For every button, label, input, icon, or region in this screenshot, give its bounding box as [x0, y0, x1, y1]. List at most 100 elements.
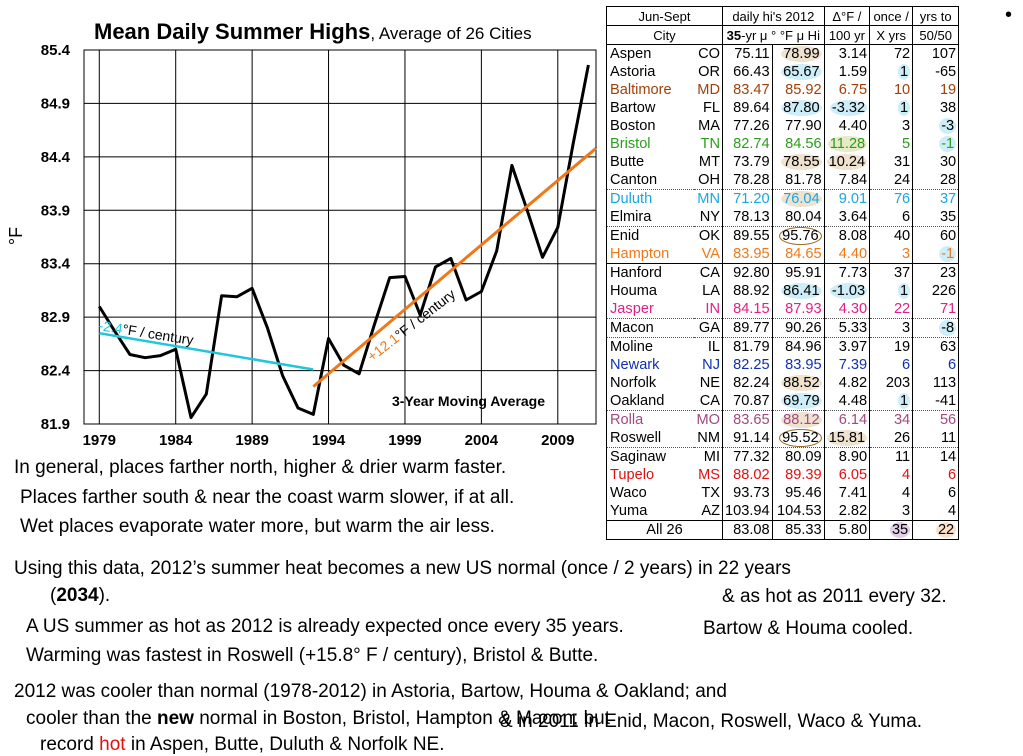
note-cooled: Bartow & Houma cooled.	[703, 618, 914, 639]
x-tick-label: 2004	[465, 432, 499, 449]
city-state-value: NM	[697, 430, 720, 446]
yrs-to-5050-value: 35	[939, 209, 957, 225]
all-delta-value: 5.80	[838, 522, 868, 538]
avg-35yr-value: 81.79	[733, 339, 770, 355]
y-tick-label: 82.9	[41, 309, 70, 326]
header-hi: °F μ Hi	[779, 27, 820, 43]
once-x-yrs-value: 31	[893, 154, 911, 170]
avg-2012: 90.26	[771, 318, 825, 338]
avg-35yr-value: 82.24	[733, 375, 770, 391]
avg-2012: 81.78	[771, 171, 825, 190]
city-name-value: Aspen	[610, 46, 652, 62]
line-chart: Mean Daily Summer Highs, Average of 26 C…	[6, 19, 597, 449]
avg-35yr-value: 92.80	[733, 265, 770, 281]
avg-2012-value: 104.53	[777, 503, 822, 519]
grid-lines	[83, 49, 597, 425]
header-yrs-to: yrs to	[912, 6, 960, 26]
avg-2012-value: 95.46	[785, 485, 822, 501]
delta-century: 6.75	[823, 81, 871, 99]
warm-trend-label: +12.1°F / century	[364, 286, 458, 365]
once-x-yrs-value: 4	[902, 485, 911, 501]
yrs-to-5050: 4	[912, 502, 960, 521]
all-yrs: 22	[912, 520, 960, 540]
note-record-hot-word: hot	[99, 734, 126, 755]
delta-century: 10.24	[823, 153, 871, 171]
avg-2012-value: 90.26	[785, 320, 822, 336]
warm-trend-line	[312, 147, 597, 388]
table-row: Norfolk NE 82.24 88.52 4.82 203 113	[606, 374, 960, 392]
city-table: Jun-Sept daily hi's 2012 Δ°F / once / yr…	[606, 6, 960, 540]
city-state: IL	[694, 337, 723, 356]
avg-35yr-value: 83.95	[733, 246, 770, 262]
delta-century-value: 7.73	[838, 265, 868, 281]
avg-35yr: 89.77	[722, 318, 773, 338]
avg-2012: 95.91	[771, 263, 825, 282]
avg-35yr-value: 91.14	[733, 430, 770, 446]
delta-century: -1.03	[823, 282, 871, 300]
city-name: Rolla	[606, 410, 694, 429]
avg-2012: 86.41	[771, 282, 825, 300]
avg-35yr-value: 88.92	[733, 283, 770, 299]
city-name-value: Oakland	[610, 393, 665, 409]
table-row: Tupelo MS 88.02 89.39 6.05 4 6	[606, 466, 960, 484]
avg-35yr-value: 78.28	[733, 172, 770, 188]
yrs-to-5050-value: 113	[932, 375, 957, 391]
avg-2012: 85.92	[771, 81, 825, 99]
x-tick-label: 1989	[235, 432, 268, 449]
note-south: Places farther south & near the coast wa…	[20, 487, 515, 508]
table-row: Canton OH 78.28 81.78 7.84 24 28	[606, 171, 960, 190]
city-state-value: CA	[699, 393, 720, 409]
avg-35yr-value: 83.65	[733, 412, 770, 428]
once-x-yrs: 24	[869, 171, 914, 190]
once-x-yrs: 40	[869, 226, 914, 245]
yrs-to-5050: 35	[912, 208, 960, 227]
header-jun-sept: Jun-Sept	[606, 6, 723, 26]
avg-2012-value: 78.99	[781, 46, 822, 62]
yrs-to-5050-value: -3	[939, 118, 957, 134]
yrs-to-5050: 60	[912, 226, 960, 245]
avg-35yr-value: 82.25	[733, 357, 770, 373]
note-new-post: normal in Boston, Bristol, Hampton & Mac…	[193, 708, 611, 729]
city-state: TN	[694, 135, 723, 153]
avg-35yr: 89.55	[722, 226, 773, 245]
once-x-yrs-value: 203	[885, 375, 911, 391]
once-x-yrs-value: 37	[893, 265, 911, 281]
once-x-yrs-value: 1	[898, 393, 911, 409]
table-row: Newark NJ 82.25 83.95 7.39 6 6	[606, 356, 960, 374]
city-name: Hampton	[606, 245, 694, 264]
yrs-to-5050-value: -1	[939, 136, 957, 152]
yrs-to-5050: 56	[912, 410, 960, 429]
once-x-yrs: 1	[869, 99, 914, 117]
header-x-yrs: X yrs	[869, 25, 914, 45]
city-name: Jasper	[606, 300, 694, 319]
city-state: CA	[694, 263, 723, 282]
city-name-value: Hampton	[610, 246, 670, 262]
city-name: Oakland	[606, 392, 694, 411]
yrs-to-5050-value: 4	[948, 503, 957, 519]
yrs-to-5050-value: -1	[939, 246, 957, 262]
delta-century: 7.84	[823, 171, 871, 190]
delta-century-value: -3.32	[829, 100, 868, 116]
city-name: Hanford	[606, 263, 694, 282]
moving-average-line	[98, 64, 590, 420]
yrs-to-5050-value: 30	[939, 154, 957, 170]
avg-35yr-value: 70.87	[733, 393, 770, 409]
yrs-to-5050: 113	[912, 374, 960, 392]
avg-35yr-value: 66.43	[733, 64, 770, 80]
once-x-yrs: 3	[869, 117, 914, 135]
table-row: Hanford CA 92.80 95.91 7.73 37 23	[606, 263, 960, 282]
avg-35yr: 88.02	[722, 466, 773, 484]
table-row: Enid OK 89.55 95.76 8.08 40 60	[606, 226, 960, 245]
avg-35yr: 78.28	[722, 171, 773, 190]
table-header-row-2: City 35-yr μ ° °F μ Hi 100 yr X yrs 50/5…	[606, 25, 960, 45]
city-name-value: Bristol	[610, 136, 651, 152]
once-x-yrs-value: 34	[893, 412, 911, 428]
all-avg-value: 83.08	[733, 522, 770, 538]
yrs-to-5050: 14	[912, 447, 960, 466]
city-name-value: Macon	[610, 320, 654, 336]
note-2034-post: ).	[98, 585, 111, 606]
city-name-value: Elmira	[610, 209, 652, 225]
yrs-to-5050-value: 37	[939, 191, 957, 207]
moving-average-annotation: 3-Year Moving Average	[392, 393, 545, 409]
once-x-yrs: 6	[869, 208, 914, 227]
